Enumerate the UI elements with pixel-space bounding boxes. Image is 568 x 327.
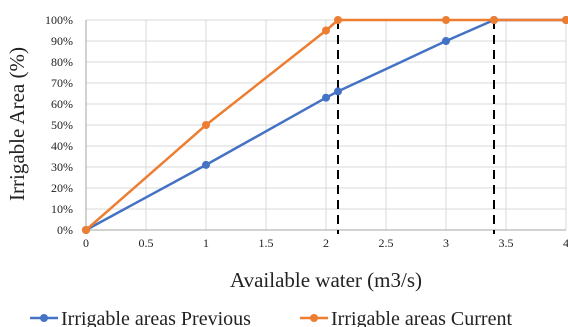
legend-label-previous: Irrigable areas Previous: [61, 308, 251, 327]
data-point: [82, 226, 90, 234]
data-point: [202, 160, 210, 169]
x-tick-label: 2.5: [379, 236, 394, 250]
data-point: [322, 93, 330, 102]
y-tick-labels: 0% 10% 20% 30% 40% 50% 60% 70% 80% 90% 100%: [45, 13, 73, 237]
legend-label-current: Irrigable areas Current: [331, 308, 512, 327]
data-point: [442, 16, 450, 24]
x-axis-title: Available water (m3/s): [230, 268, 422, 292]
y-tick-label: 100%: [45, 13, 73, 27]
axes: [85, 20, 566, 231]
x-tick-label: 2: [323, 236, 329, 250]
data-point: [202, 121, 210, 129]
y-tick-label: 0%: [57, 223, 73, 237]
data-point: [562, 16, 568, 24]
reference-lines: [337, 20, 495, 234]
x-tick-label: 0: [83, 236, 89, 250]
y-tick-label: 90%: [51, 34, 73, 48]
y-tick-label: 30%: [51, 160, 73, 174]
x-tick-label: 3: [443, 236, 449, 250]
legend-marker-current: [310, 314, 318, 322]
data-point: [442, 37, 450, 45]
y-tick-label: 10%: [51, 202, 73, 216]
series-current: [82, 16, 568, 234]
x-tick-label: 3.5: [499, 236, 514, 250]
legend: Irrigable areas Previous Irrigable areas…: [30, 308, 512, 327]
data-point: [334, 87, 342, 96]
x-tick-label: 0.5: [139, 236, 154, 250]
data-point: [334, 16, 342, 24]
series-group: [82, 16, 568, 234]
data-point: [490, 16, 498, 24]
y-axis-title: Irrigable Area (%): [5, 47, 29, 201]
legend-item-current: Irrigable areas Current: [300, 308, 512, 327]
y-tick-label: 60%: [51, 97, 73, 111]
x-tick-labels: 0 0.5 1 1.5 2 2.5 3 3.5 4: [83, 236, 568, 250]
data-point: [322, 26, 330, 35]
y-tick-label: 80%: [51, 55, 73, 69]
y-tick-label: 40%: [51, 139, 73, 153]
x-tick-label: 1.5: [259, 236, 274, 250]
y-tick-label: 50%: [51, 118, 73, 132]
y-tick-label: 20%: [51, 181, 73, 195]
legend-item-previous: Irrigable areas Previous: [30, 308, 251, 327]
y-tick-label: 70%: [51, 76, 73, 90]
legend-marker-previous: [40, 314, 48, 322]
x-tick-label: 4: [563, 236, 568, 250]
x-tick-label: 1: [203, 236, 209, 250]
